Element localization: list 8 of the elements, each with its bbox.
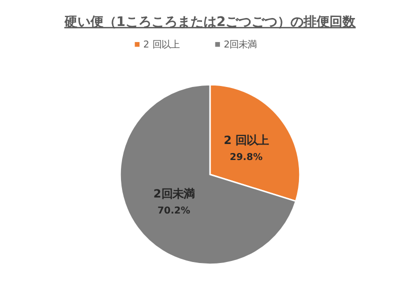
data-label: 29.8% — [230, 152, 264, 164]
slice-label: 2回未満 — [153, 186, 194, 200]
chart-title: 硬い便（1ころころまたは2ごつごつ）の排便回数 — [63, 14, 357, 30]
legend-label: 2 回以上 — [143, 40, 180, 51]
slice-label: 2 回以上 — [224, 133, 269, 148]
pie-slice — [119, 84, 297, 266]
legend-label: 2回未満 — [224, 40, 257, 51]
data-label: 70.2% — [157, 205, 191, 216]
